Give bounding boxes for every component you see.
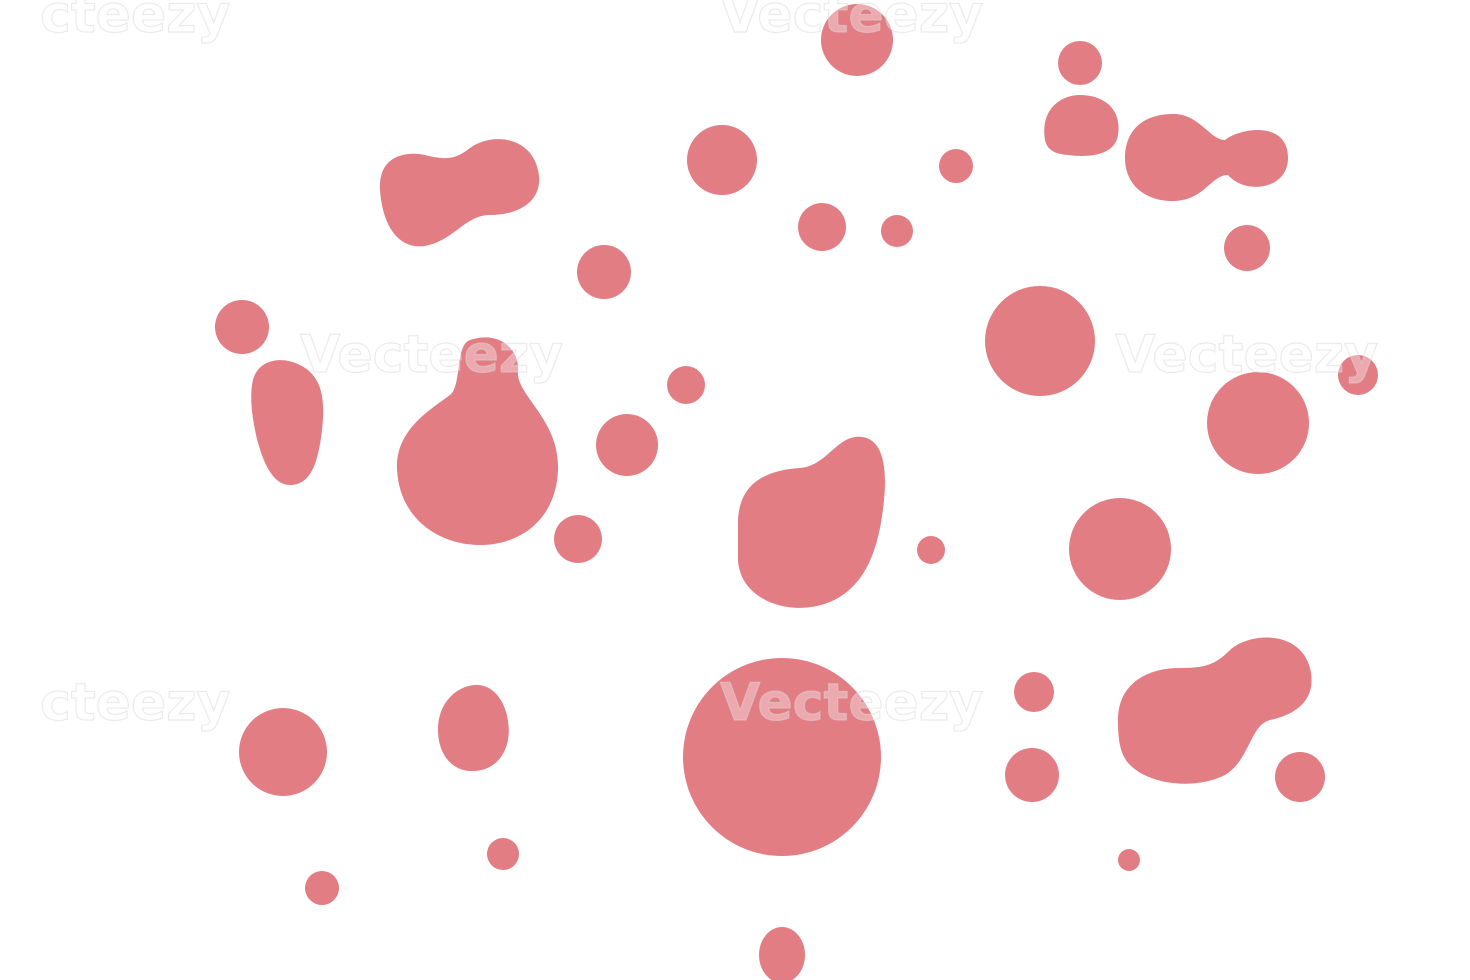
drop xyxy=(759,927,805,980)
watermark: cteezy xyxy=(40,673,230,733)
drop xyxy=(396,337,559,545)
drop xyxy=(305,871,339,905)
paint-drops xyxy=(215,4,1378,980)
drop xyxy=(683,658,881,856)
watermark: Vecteezy xyxy=(720,0,983,45)
drop xyxy=(1058,41,1102,85)
drop xyxy=(667,366,705,404)
watermark: Vecteezy xyxy=(300,325,563,385)
drop xyxy=(798,203,846,251)
drop xyxy=(1044,95,1119,156)
drop xyxy=(215,300,269,354)
drop xyxy=(1275,752,1325,802)
drop xyxy=(881,215,913,247)
watermarks: cteezy Vecteezy Vecteezy Vecteezy cteezy… xyxy=(39,0,1378,734)
drop xyxy=(821,4,893,76)
drop xyxy=(554,515,602,563)
watermark: Vecteezy xyxy=(1115,325,1378,385)
drop xyxy=(1224,225,1270,271)
drop xyxy=(251,360,324,485)
drop xyxy=(1069,498,1171,600)
drop xyxy=(1005,748,1059,802)
drop xyxy=(1207,372,1309,474)
drop xyxy=(1118,637,1312,784)
drop xyxy=(1338,355,1378,395)
drop xyxy=(379,139,540,247)
drop xyxy=(1014,672,1054,712)
drop xyxy=(687,125,757,195)
drop xyxy=(738,436,885,608)
drop xyxy=(1118,849,1140,871)
watermark: Vecteezy xyxy=(720,673,983,733)
drop xyxy=(985,286,1095,396)
drop xyxy=(239,708,327,796)
drop xyxy=(577,245,631,299)
drop xyxy=(596,414,658,476)
drop xyxy=(939,149,973,183)
drop xyxy=(487,838,519,870)
watermark: cteezy xyxy=(40,0,230,45)
drop xyxy=(438,684,509,772)
drop xyxy=(917,536,945,564)
drop xyxy=(1125,113,1288,202)
